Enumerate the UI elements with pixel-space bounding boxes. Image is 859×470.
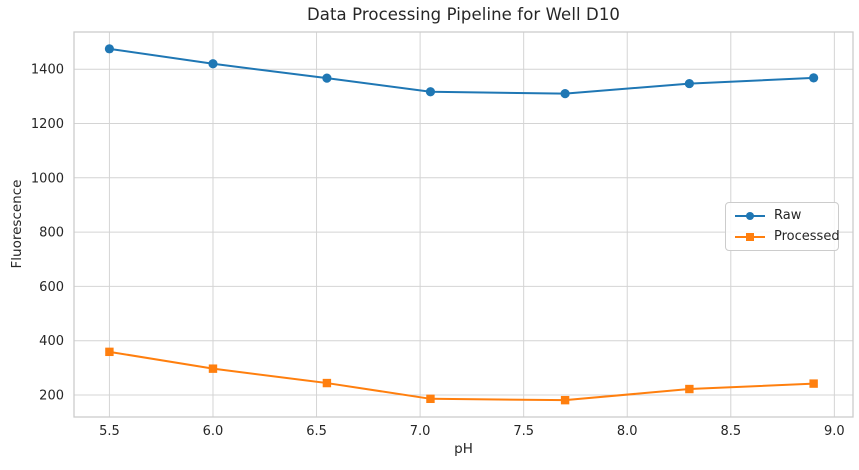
raw-series-line bbox=[109, 47, 814, 95]
x-tick-label: 6.5 bbox=[306, 424, 327, 439]
y-tick-label: 800 bbox=[39, 226, 64, 241]
processed-data-point bbox=[685, 384, 694, 394]
x-tick-label: 7.5 bbox=[513, 424, 534, 439]
legend: Raw Processed bbox=[725, 202, 840, 251]
processed-square-marker-icon bbox=[746, 233, 754, 241]
x-tick-label: 6.0 bbox=[203, 424, 224, 439]
raw-data-point bbox=[809, 73, 819, 83]
raw-data-point bbox=[104, 44, 115, 54]
y-tick-label: 1000 bbox=[31, 171, 64, 186]
x-tick-label: 5.5 bbox=[99, 424, 120, 439]
y-tick-label: 600 bbox=[39, 280, 64, 295]
processed-data-point bbox=[208, 364, 218, 373]
y-axis-label: Fluorescence bbox=[9, 179, 25, 269]
chart-title: Data Processing Pipeline for Well D10 bbox=[306, 5, 621, 24]
legend-item-raw: Raw bbox=[735, 209, 829, 223]
x-tick-label: 7.0 bbox=[410, 424, 431, 439]
processed-data-point bbox=[809, 379, 818, 388]
y-tick-label: 200 bbox=[39, 389, 64, 404]
raw-data-point bbox=[425, 87, 436, 97]
y-tick-label: 400 bbox=[39, 334, 64, 349]
processed-data-point bbox=[560, 395, 570, 405]
processed-data-point bbox=[322, 378, 332, 388]
raw-data-point bbox=[208, 59, 218, 69]
processed-data-point bbox=[105, 347, 114, 357]
raw-data-point bbox=[560, 89, 570, 99]
legend-label-processed: Processed bbox=[774, 229, 840, 244]
y-tick-label: 1200 bbox=[31, 117, 64, 132]
processed-data-point bbox=[426, 394, 435, 404]
x-axis-label: pH bbox=[454, 441, 473, 457]
legend-label-raw: Raw bbox=[774, 208, 802, 223]
x-tick-label: 8.5 bbox=[720, 424, 741, 439]
x-tick-label: 8.0 bbox=[617, 424, 638, 439]
x-tick-label: 9.0 bbox=[824, 424, 845, 439]
raw-circle-marker-icon bbox=[746, 212, 754, 220]
legend-sample-line bbox=[735, 232, 765, 242]
legend-item-processed: Processed bbox=[735, 230, 840, 244]
raw-data-point bbox=[684, 78, 694, 89]
processed-series-line bbox=[109, 350, 814, 402]
plot-border bbox=[73, 31, 854, 418]
y-tick-label: 1400 bbox=[31, 63, 64, 78]
legend-sample-line bbox=[735, 211, 765, 221]
raw-data-point bbox=[322, 73, 332, 83]
